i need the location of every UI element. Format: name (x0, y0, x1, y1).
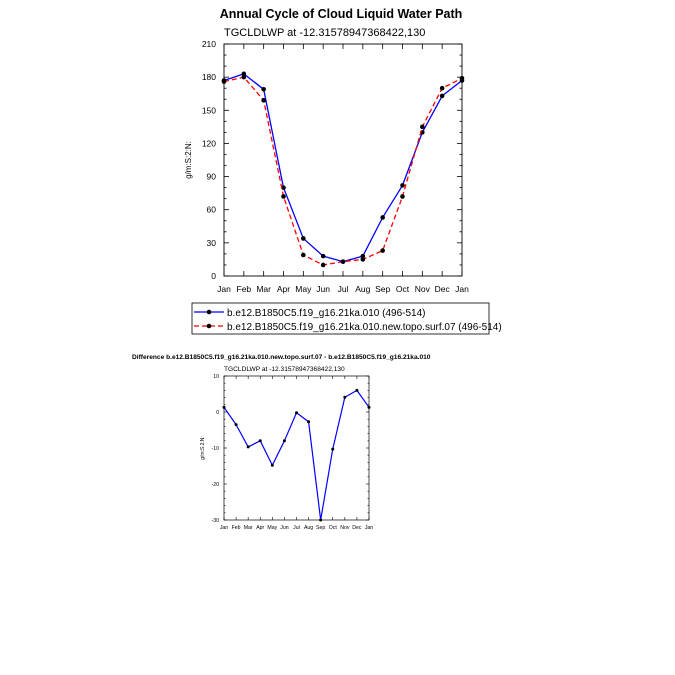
chart1-series-2-point (439, 85, 445, 91)
chart2-series-1-point (234, 423, 238, 427)
chart1-title: Annual Cycle of Cloud Liquid Water Path (220, 7, 463, 21)
chart2-series-1-point (331, 447, 335, 451)
chart1-series-1-point (301, 236, 306, 241)
chart2-title: Difference b.e12.B1850C5.f19_g16.21ka.01… (132, 354, 431, 361)
chart1-series-2-point (360, 257, 366, 262)
chart1-series-2-point (221, 79, 227, 84)
chart2-series-1-point (246, 445, 250, 449)
chart1-ytick-label: 150 (202, 105, 216, 115)
legend-marker-series-2 (206, 323, 212, 329)
chart2-ytick-label: 10 (213, 374, 219, 380)
chart1-ytick-label: 120 (202, 138, 216, 148)
chart1-series-1-point (241, 71, 247, 77)
chart1-series-1-point (320, 253, 326, 259)
legend-box (191, 302, 490, 335)
chart1-series-1-point (380, 215, 385, 220)
chart1-xtick-label: Jun (316, 284, 330, 294)
chart2-xtick-label: Jan (220, 525, 228, 531)
chart1-series-2-point (241, 74, 247, 80)
chart2-xtick-label: Jul (293, 525, 300, 531)
chart1-xtick-label: Dec (435, 284, 451, 294)
chart1-series-2-point (281, 194, 286, 199)
chart1-series-1-point (281, 185, 286, 190)
chart1-xtick-label: Mar (256, 284, 271, 294)
chart1-series-1-point (439, 93, 445, 99)
chart2-ytick-label: -20 (212, 482, 220, 488)
chart2-series-1-point (282, 439, 286, 443)
chart2-ytick-label: 0 (216, 410, 219, 416)
chart2-series-1-point (307, 420, 311, 424)
chart1-xtick-label: Nov (415, 284, 431, 294)
chart2-xtick-label: Oct (329, 525, 338, 531)
chart1-series-2-point (420, 124, 425, 130)
chart2-xtick-label: Sep (316, 525, 325, 531)
chart1-frame (223, 43, 463, 277)
chart2-series-1-point (295, 411, 298, 415)
chart2-plot: -30 -20 -10 0 10 Jan Feb Mar Apr May Jun Jul Aug Sep O… (212, 374, 374, 531)
chart1-xtick-label: Feb (237, 284, 252, 294)
chart1-xtick-label: Jan (217, 284, 231, 294)
chart2-xtick-label: Apr (256, 525, 264, 531)
chart2-ytick-label: -30 (212, 518, 220, 524)
chart1-xtick-label: Aug (355, 284, 370, 294)
chart1-xtick-label: Oct (396, 284, 410, 294)
chart2-series-1-point (343, 395, 347, 399)
chart1-series-1-line (223, 73, 463, 263)
chart1-series-2-point (459, 75, 465, 81)
chart1-ytick-label: 60 (207, 205, 217, 215)
chart1-ylabel: g/m:S:2:N: (184, 141, 193, 179)
chart1-series-2-point (340, 259, 346, 264)
chart1-xtick-label: Jan (455, 284, 469, 294)
chart2-xtick-label: Dec (352, 525, 362, 531)
chart2-series-1-point (258, 439, 262, 443)
chart1-ytick-label: 180 (202, 72, 216, 82)
chart2-xtick-label: Nov (340, 525, 350, 531)
chart2-xtick-label: Jun (280, 525, 288, 531)
chart2-series-1-point (222, 405, 226, 409)
chart1-xtick-label: Jul (338, 284, 349, 294)
chart1-series-2-point (320, 262, 326, 268)
chart1-ytick-label: 90 (207, 172, 217, 182)
chart2-series-1-point (319, 518, 323, 522)
chart1-xtick-label: Apr (277, 284, 290, 294)
legend-label-series-1: b.e12.B1850C5.f19_g16.21ka.010 (496-514) (227, 308, 426, 319)
chart2-xtick-label: Aug (304, 525, 313, 531)
chart2-series-1-point (367, 405, 371, 409)
chart1-xtick-label: May (295, 284, 312, 294)
chart2-xtick-label: Jan (365, 525, 373, 531)
chart1-series-2-point (380, 248, 385, 253)
chart1-xtick-label: Sep (375, 284, 390, 294)
chart2-series-1-line (223, 389, 370, 521)
chart2-frame (223, 375, 370, 521)
chart1-plot: 0 30 60 90 120 150 180 210 Jan Feb Mar Apr May Jun Jul… (202, 39, 469, 294)
chart2-ytick-label: -10 (212, 446, 220, 452)
chart2-series-1-point (270, 463, 274, 467)
chart2-series-1-point (355, 388, 359, 392)
chart2-xtick-label: Feb (232, 525, 241, 531)
chart2-subtitle: TGCLDLWP at -12.31578947368422,130 (224, 366, 345, 373)
legend-marker-series-1 (206, 309, 212, 315)
chart1-ytick-label: 30 (207, 238, 217, 248)
chart1-series-2-point (301, 252, 306, 258)
chart2-xtick-label: Mar (244, 525, 253, 531)
chart2-xtick-label: May (267, 525, 277, 531)
chart1-series-1-point (360, 253, 366, 259)
chart1-legend: b.e12.B1850C5.f19_g16.21ka.010 (496-514)… (191, 302, 502, 335)
chart1-ytick-label: 0 (211, 271, 216, 281)
chart1-subtitle: TGCLDLWP at -12.31578947368422,130 (224, 27, 425, 39)
legend-label-series-2: b.e12.B1850C5.f19_g16.21ka.010.new.topo.… (227, 322, 502, 333)
chart1-series-1-point (261, 86, 266, 92)
chart1-ytick-label: 210 (202, 39, 216, 49)
chart1-series-1-point (400, 183, 405, 188)
chart1-series-2-line (223, 76, 463, 266)
chart1-series-2-point (400, 194, 405, 199)
chart2-ylabel: g/m:S:2:N: (200, 436, 206, 460)
chart1-series-2-point (261, 98, 266, 103)
